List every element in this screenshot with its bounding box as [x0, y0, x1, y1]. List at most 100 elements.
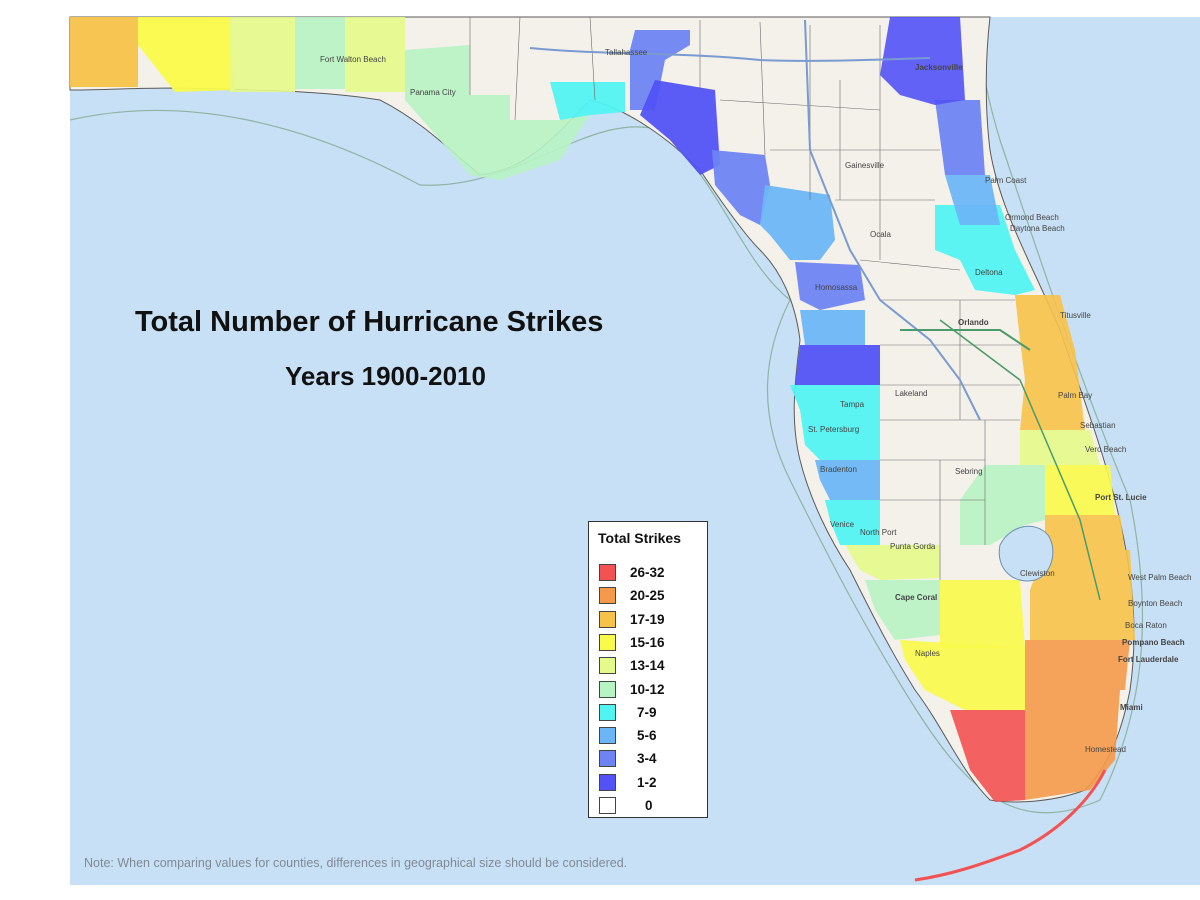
legend-item: 17-19: [599, 610, 699, 630]
label-titusville: Titusville: [1060, 311, 1091, 320]
county-st-johns: [935, 100, 985, 175]
legend-swatch: [599, 633, 616, 651]
legend-label: 1-2: [637, 774, 657, 790]
county-gulf-franklin: [405, 45, 590, 180]
label-punta-gorda: Punta Gorda: [890, 542, 936, 551]
county-st-lucie: [1045, 465, 1115, 515]
florida-keys: [914, 769, 1107, 882]
legend-label: 0: [645, 798, 653, 813]
label-clewiston: Clewiston: [1020, 569, 1055, 578]
county-indian-river: [1020, 430, 1100, 465]
county-lee: [865, 580, 940, 640]
county-charlotte: [845, 545, 940, 580]
county-brevard: [1015, 295, 1085, 430]
label-ormond-beach: Ormond Beach: [1005, 213, 1059, 222]
label-deltona: Deltona: [975, 268, 1003, 277]
label-pompano-beach: Pompano Beach: [1122, 638, 1185, 647]
county-hendry: [940, 580, 1025, 648]
county-duval-nassau: [880, 17, 965, 105]
legend-label: 7-9: [637, 704, 657, 720]
legend-swatch: [599, 610, 616, 628]
legend-swatch: [599, 703, 616, 721]
legend-item: 13-14: [599, 657, 699, 676]
label-west-palm-beach: West Palm Beach: [1128, 573, 1191, 582]
county-taylor: [640, 80, 720, 175]
county-manatee: [815, 460, 880, 500]
county-boundaries: [469, 16, 1020, 580]
county-escambia: [70, 17, 138, 87]
county-hernando: [800, 310, 865, 345]
legend-swatch: [599, 797, 616, 814]
label-venice: Venice: [830, 520, 855, 529]
legend-swatch: [599, 773, 616, 791]
label-tampa: Tampa: [840, 400, 865, 409]
county-collier: [900, 640, 1025, 710]
label-sebring: Sebring: [955, 467, 983, 476]
label-palm-bay: Palm Bay: [1058, 391, 1092, 400]
highways: [529, 19, 1101, 601]
county-jefferson: [630, 30, 690, 110]
county-citrus: [795, 262, 865, 310]
legend-label: 5-6: [637, 728, 657, 744]
label-cape-coral: Cape Coral: [895, 593, 937, 602]
county-broward: [1025, 640, 1130, 690]
label-north-port: North Port: [860, 528, 897, 537]
legend-label: 17-19: [630, 611, 665, 627]
label-naples: Naples: [915, 649, 940, 658]
label-fort-walton-beach: Fort Walton Beach: [320, 55, 386, 64]
label-boca-raton: Boca Raton: [1125, 621, 1167, 630]
legend-swatch: [599, 727, 616, 745]
legend-label: 26-32: [630, 565, 665, 580]
label-palm-coast: Palm Coast: [985, 176, 1027, 185]
county-bay: [345, 17, 405, 92]
label-ocala: Ocala: [870, 230, 891, 239]
map-title: Total Number of Hurricane Strikes: [135, 306, 604, 338]
label-miami: Miami: [1120, 703, 1143, 712]
label-boynton-beach: Boynton Beach: [1128, 599, 1182, 608]
label-panama-city: Panama City: [410, 88, 456, 97]
county-sarasota: [825, 500, 880, 545]
label-jacksonville: Jacksonville: [915, 63, 963, 72]
label-vero-beach: Vero Beach: [1085, 445, 1126, 454]
legend-item: 0: [599, 797, 699, 816]
legend-swatch: [599, 564, 616, 581]
legend-item: 3-4: [599, 750, 699, 769]
legend-item: 20-25: [599, 587, 699, 606]
label-bradenton: Bradenton: [820, 465, 857, 474]
county-martin: [1045, 515, 1125, 550]
legend-item: 15-16: [599, 633, 699, 653]
label-sebastian: Sebastian: [1080, 421, 1116, 430]
label-homosassa: Homosassa: [815, 283, 858, 292]
label-daytona-beach: Daytona Beach: [1010, 224, 1065, 233]
legend-label: 15-16: [630, 634, 665, 650]
legend-item: 5-6: [599, 727, 699, 746]
county-volusia: [935, 205, 1035, 295]
county-wakulla: [550, 82, 625, 120]
label-port-st-lucie: Port St. Lucie: [1095, 493, 1147, 502]
legend-swatch: [599, 587, 616, 605]
county-pinellas-hillsborough: [790, 385, 880, 460]
legend-item: 10-12: [599, 680, 699, 700]
legend-item: 7-9: [599, 703, 699, 723]
county-glades-okeechobee: [960, 465, 1045, 545]
legend-swatch: [599, 657, 616, 675]
legend-item: 1-2: [599, 773, 699, 793]
label-lakeland: Lakeland: [895, 389, 927, 398]
lake-okeechobee: [998, 525, 1054, 582]
legend: Total Strikes 26-32 20-25 17-19 15-16 13-14 1…: [588, 521, 708, 818]
legend-item: 26-32: [599, 564, 699, 583]
legend-swatch: [599, 750, 616, 768]
legend-title: Total Strikes: [598, 530, 681, 546]
label-orlando: Orlando: [958, 318, 989, 327]
label-homestead: Homestead: [1085, 745, 1126, 754]
map-note: Note: When comparing values for counties…: [84, 856, 628, 870]
county-pasco: [795, 345, 880, 385]
legend-label: 20-25: [630, 588, 665, 604]
county-miami-dade: [1025, 690, 1120, 800]
label-st-petersburg: St. Petersburg: [808, 425, 859, 434]
county-santa-rosa: [138, 17, 235, 92]
county-levy: [760, 185, 835, 260]
county-palm-beach: [1030, 550, 1135, 640]
legend-swatch: [599, 680, 616, 698]
map-subtitle: Years 1900-2010: [285, 361, 486, 391]
